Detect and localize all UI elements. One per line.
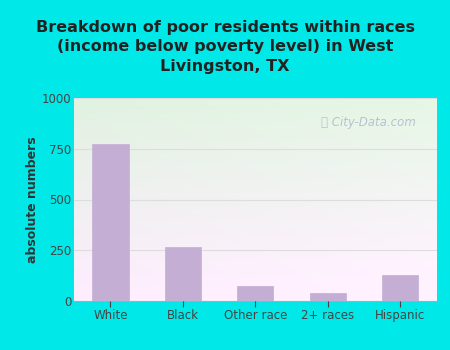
Bar	[382, 275, 419, 301]
Y-axis label: absolute numbers: absolute numbers	[26, 136, 39, 263]
Bar	[92, 144, 129, 301]
Text: ⓘ City-Data.com: ⓘ City-Data.com	[320, 116, 415, 129]
Bar	[165, 247, 201, 301]
Bar	[237, 286, 274, 301]
Bar	[310, 293, 346, 301]
Text: Breakdown of poor residents within races
(income below poverty level) in West
Li: Breakdown of poor residents within races…	[36, 20, 414, 74]
